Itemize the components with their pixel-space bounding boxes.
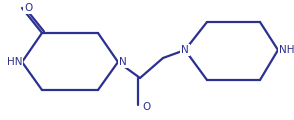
- Text: O: O: [24, 3, 32, 13]
- Text: NH: NH: [279, 45, 294, 55]
- Text: N: N: [181, 45, 189, 55]
- Text: N: N: [119, 57, 127, 67]
- Text: O: O: [142, 102, 150, 112]
- Text: HN: HN: [6, 57, 22, 67]
